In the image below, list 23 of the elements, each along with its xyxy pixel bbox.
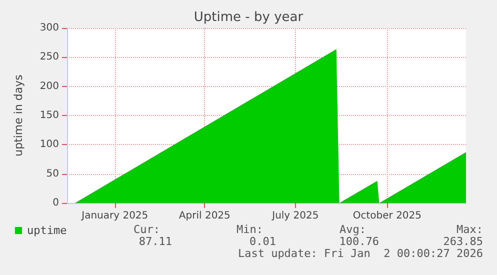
y-axis-title: uptime in days: [12, 74, 25, 156]
text: Max:: [456, 223, 483, 236]
y-tick-label: 100: [40, 139, 59, 150]
chart-title: Uptime - by year: [194, 10, 304, 25]
x-tick-label: April 2025: [178, 210, 230, 222]
text: Min:: [236, 223, 263, 236]
text: Cur:: [134, 223, 160, 236]
y-tick-label: 300: [40, 22, 59, 34]
x-tick-label: July 2025: [271, 210, 319, 222]
text: 100.76: [339, 235, 379, 248]
text: 263.85: [443, 235, 483, 248]
y-tick-label: 200: [40, 80, 59, 92]
legend-label: uptime: [27, 224, 67, 237]
y-tick-label: 50: [46, 168, 59, 180]
y-tick-label: 150: [40, 110, 59, 121]
y-tick-label: 250: [40, 52, 59, 63]
text: Avg:: [340, 223, 366, 236]
x-tick-label: October 2025: [352, 210, 422, 222]
text: Last update: Fri Jan 2 00:00:27 2026: [238, 247, 483, 260]
text: 0.01: [250, 235, 276, 248]
x-tick-label: January 2025: [80, 210, 148, 222]
text: 87.11: [138, 235, 172, 248]
y-tick-label: 0: [52, 198, 59, 208]
